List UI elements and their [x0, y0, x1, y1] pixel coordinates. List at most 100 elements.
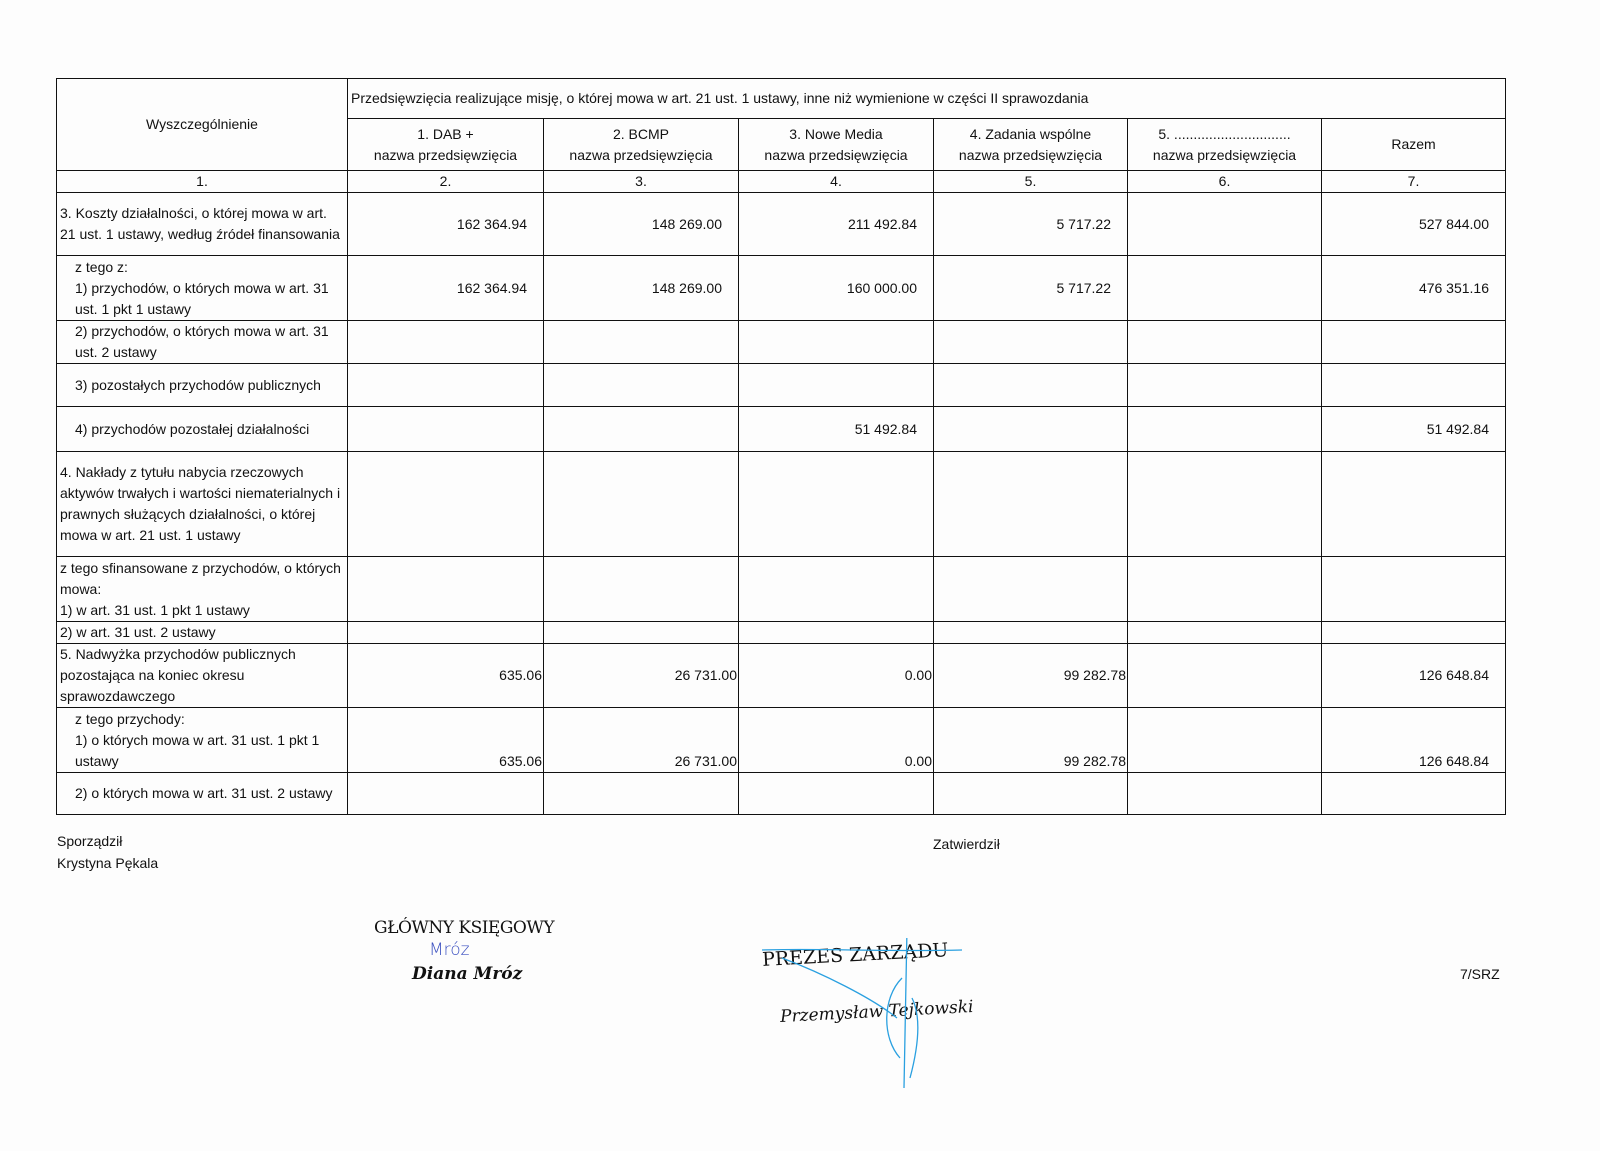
value-cell: [543, 363, 739, 407]
value-cell: [1320, 451, 1507, 557]
col-number: 3.: [543, 170, 739, 193]
value-cell: 148 269.00: [543, 192, 739, 256]
value-cell: [1127, 451, 1322, 557]
prepared-label: Sporządził: [57, 833, 123, 849]
header-col-1: 1. DAB + nazwa przedsięwzięcia: [347, 118, 544, 171]
stamp-name: Diana Mróz: [412, 964, 523, 984]
value-cell: 51 492.84: [738, 406, 934, 452]
value-cell: [543, 451, 739, 557]
value-cell: 5 717.22: [933, 192, 1128, 256]
col-sub: nazwa przedsięwzięcia: [569, 146, 713, 163]
value-cell: 99 282.78: [933, 643, 1128, 708]
table-row: z tego sfinansowane z przychodów, o któr…: [56, 556, 1507, 622]
value-cell: [1320, 363, 1507, 407]
table-row: 3) pozostałych przychodów publicznych: [56, 363, 1507, 407]
value-cell: 211 492.84: [738, 192, 934, 256]
value-cell: [543, 772, 739, 815]
value-cell: [933, 451, 1128, 557]
approved-label: Zatwierdził: [933, 836, 1000, 852]
value-cell: 635.06: [347, 707, 544, 773]
value-cell: 0.00: [738, 643, 934, 708]
col-number: 1.: [56, 170, 348, 193]
value-cell: [543, 556, 739, 622]
table-row: 3. Koszty działalności, o której mowa w …: [56, 192, 1507, 256]
value-cell: 160 000.00: [738, 255, 934, 321]
value-cell: [933, 363, 1128, 407]
row-label: 4. Nakłady z tytułu nabycia rzeczowych a…: [56, 451, 348, 557]
value-cell: [1127, 621, 1322, 644]
row-label: z tego przychody: 1) o których mowa w ar…: [56, 707, 348, 773]
table-row: z tego przychody: 1) o których mowa w ar…: [56, 707, 1507, 773]
header-col-2: 2. BCMP nazwa przedsięwzięcia: [543, 118, 739, 171]
table-row: 5. Nadwyżka przychodów publicznych pozos…: [56, 643, 1507, 708]
value-cell: 476 351.16: [1320, 255, 1507, 321]
table-row: 4. Nakłady z tytułu nabycia rzeczowych a…: [56, 451, 1507, 557]
value-cell: [347, 406, 544, 452]
value-cell: [738, 320, 934, 364]
value-cell: [738, 363, 934, 407]
president-stamp: PREZES ZARZĄDU Przemysław Tejkowski: [762, 938, 1002, 1088]
value-cell: [347, 621, 544, 644]
row-label: 2) o których mowa w art. 31 ust. 2 ustaw…: [56, 772, 348, 815]
value-cell: [1127, 406, 1322, 452]
value-cell: [1127, 320, 1322, 364]
header-group: Przedsięwzięcia realizujące misję, o któ…: [346, 78, 1507, 119]
value-cell: [933, 406, 1128, 452]
table-row: z tego z: 1) przychodów, o których mowa …: [56, 255, 1507, 321]
value-cell: [738, 621, 934, 644]
col-number: 5.: [933, 170, 1128, 193]
col-sub: nazwa przedsięwzięcia: [373, 146, 518, 163]
value-cell: 126 648.84: [1320, 643, 1507, 708]
value-cell: [738, 451, 934, 557]
value-cell: 26 731.00: [543, 707, 739, 773]
value-cell: 162 364.94: [347, 192, 544, 256]
col-title: 2. BCMP: [612, 125, 669, 142]
signature-scribble-icon: [762, 938, 963, 1088]
col-number: 2.: [347, 170, 544, 193]
handwritten-signature: Mróz: [429, 940, 470, 960]
col-number: 4.: [738, 170, 934, 193]
table-row: 4) przychodów pozostałej działalności 51 …: [56, 406, 1507, 452]
col-sub: nazwa przedsięwzięcia: [764, 146, 908, 163]
value-cell: 635.06: [347, 643, 544, 708]
value-cell: [347, 451, 544, 557]
value-cell: 527 844.00: [1320, 192, 1507, 256]
value-cell: 5 717.22: [933, 255, 1128, 321]
value-cell: [543, 406, 739, 452]
value-cell: [933, 556, 1128, 622]
page-code: 7/SRZ: [1460, 966, 1500, 982]
value-cell: [347, 363, 544, 407]
value-cell: 148 269.00: [543, 255, 739, 321]
value-cell: 162 364.94: [347, 255, 544, 321]
col-sub: nazwa przedsięwzięcia: [958, 146, 1103, 163]
col-number: 7.: [1320, 170, 1507, 193]
prepared-name: Krystyna Pękala: [57, 855, 159, 871]
row-label: 3) pozostałych przychodów publicznych: [56, 363, 348, 407]
value-cell: 0.00: [738, 707, 934, 773]
header-col-3: 3. Nowe Media nazwa przedsięwzięcia: [738, 118, 934, 171]
value-cell: [1320, 621, 1507, 644]
col-number: 6.: [1127, 170, 1322, 193]
value-cell: [347, 320, 544, 364]
table-row: 2) o których mowa w art. 31 ust. 2 ustaw…: [56, 772, 1507, 815]
value-cell: [347, 772, 544, 815]
report-table: Wyszczególnienie Przedsięwzięcia realizu…: [56, 78, 1507, 815]
value-cell: [543, 320, 739, 364]
value-cell: [1320, 556, 1507, 622]
value-cell: 126 648.84: [1320, 707, 1507, 773]
value-cell: [933, 772, 1128, 815]
col-sub: nazwa przedsięwzięcia: [1152, 146, 1297, 163]
value-cell: [543, 621, 739, 644]
stamp-title: GŁÓWNY KSIĘGOWY: [374, 918, 555, 938]
row-label: z tego sfinansowane z przychodów, o któr…: [56, 556, 348, 622]
row-label: z tego z: 1) przychodów, o których mowa …: [56, 255, 348, 321]
table-row: 2) w art. 31 ust. 2 ustawy: [56, 621, 1507, 644]
chief-accountant-stamp: GŁÓWNY KSIĘGOWY Mróz Diana Mróz: [374, 918, 555, 984]
col-title: 3. Nowe Media: [789, 125, 883, 142]
value-cell: [1127, 363, 1322, 407]
value-cell: [1127, 556, 1322, 622]
row-label: 2) w art. 31 ust. 2 ustawy: [56, 621, 348, 644]
value-cell: [933, 621, 1128, 644]
value-cell: [1320, 772, 1507, 815]
value-cell: [1320, 320, 1507, 364]
